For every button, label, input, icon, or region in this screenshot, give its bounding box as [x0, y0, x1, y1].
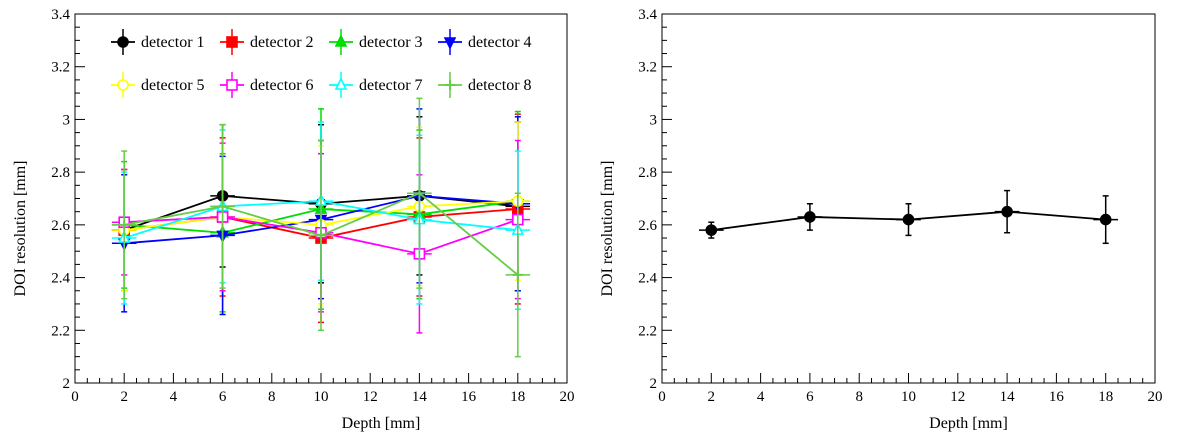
- legend-item: detector 4: [438, 29, 532, 55]
- legend-label: detector 5: [141, 77, 205, 94]
- data-point: [414, 188, 425, 199]
- data-point: [512, 269, 523, 280]
- legend-label: detector 8: [468, 77, 532, 94]
- chart-panel-left: 0 2 4 6 8 10 12 14 16 18 2022.22.42.62.833.23.4Dep…: [12, 7, 575, 432]
- x-tick-label: 12: [363, 389, 378, 405]
- y-tick-label: 3: [63, 112, 71, 128]
- x-tick-label: 14: [1000, 389, 1016, 405]
- x-tick-label: 8: [855, 389, 863, 405]
- legend-marker: [117, 79, 129, 91]
- series: [111, 97, 531, 358]
- y-tick-label: 2.4: [51, 271, 70, 287]
- data-point: [316, 230, 326, 241]
- legend: detector 1 detector 2 detector 3 detector 4…: [111, 29, 532, 98]
- y-tick-label: 2.6: [638, 218, 657, 234]
- x-tick-label: 14: [412, 389, 428, 405]
- data-point: [902, 213, 915, 226]
- x-tick-label: 0: [71, 389, 79, 405]
- legend-label: detector 2: [250, 34, 314, 51]
- x-tick-label: 6: [806, 389, 814, 405]
- legend-marker: [117, 36, 129, 48]
- chart-panel-right: 0 2 4 6 8 10 12 14 16 18 2022.22.42.62.833.23.4Dep…: [599, 7, 1163, 432]
- y-tick-label: 3.2: [51, 60, 70, 76]
- legend-item: detector 1: [111, 29, 205, 55]
- legend-label: detector 6: [250, 77, 314, 94]
- x-tick-label: 8: [268, 389, 276, 405]
- legend-label: detector 1: [141, 34, 205, 51]
- legend-label: detector 3: [359, 34, 423, 51]
- y-tick-label: 3.4: [638, 7, 657, 23]
- x-tick-label: 18: [510, 389, 525, 405]
- x-tick-label: 4: [757, 389, 765, 405]
- x-tick-label: 18: [1098, 389, 1113, 405]
- y-tick-label: 2.8: [638, 165, 657, 181]
- legend-marker: [443, 37, 457, 50]
- x-tick-label: 20: [1148, 389, 1163, 405]
- plot-frame: [661, 13, 1156, 384]
- data-point: [119, 219, 130, 230]
- legend-marker: [334, 77, 348, 90]
- data-point: [217, 201, 228, 212]
- data-point: [1001, 205, 1013, 218]
- legend-item: detector 5: [111, 72, 205, 98]
- legend-item: detector 3: [329, 29, 423, 55]
- legend-item: detector 6: [220, 72, 314, 98]
- data-point: [804, 211, 816, 223]
- x-tick-label: 6: [219, 389, 227, 405]
- legend-marker: [334, 34, 348, 47]
- data-point: [705, 224, 718, 236]
- y-tick-label: 3.2: [638, 60, 657, 76]
- legend-marker: [226, 36, 238, 48]
- x-axis-title: Depth [mm]: [929, 415, 1008, 432]
- legend-marker: [445, 80, 455, 90]
- legend-item: detector 7: [329, 72, 423, 98]
- x-tick-label: 20: [560, 389, 575, 405]
- y-tick-label: 2.8: [51, 165, 70, 181]
- y-tick-label: 2: [63, 376, 71, 392]
- x-tick-label: 2: [708, 389, 716, 405]
- y-tick-label: 2.2: [51, 323, 70, 339]
- y-tick-label: 3: [650, 112, 658, 128]
- legend-item: detector 2: [220, 29, 314, 55]
- y-axis-title: DOI resolution [mm]: [12, 161, 29, 297]
- x-tick-label: 4: [170, 389, 178, 405]
- x-tick-label: 10: [314, 389, 329, 405]
- x-tick-label: 2: [120, 389, 128, 405]
- legend-label: detector 4: [468, 34, 532, 51]
- y-tick-label: 2: [650, 376, 658, 392]
- x-tick-label: 10: [901, 389, 916, 405]
- y-axis-title: DOI resolution [mm]: [599, 161, 616, 297]
- x-tick-label: 16: [461, 389, 477, 405]
- legend-item: detector 8: [438, 72, 532, 98]
- legend-label: detector 7: [359, 77, 423, 94]
- data-point: [1099, 213, 1112, 226]
- y-tick-label: 3.4: [51, 7, 70, 23]
- y-tick-label: 2.6: [51, 218, 70, 234]
- x-axis-title: Depth [mm]: [342, 415, 421, 432]
- y-tick-label: 2.2: [638, 323, 657, 339]
- x-tick-label: 16: [1049, 389, 1065, 405]
- series: [698, 189, 1119, 245]
- legend-marker: [226, 79, 238, 91]
- y-tick-label: 2.4: [638, 271, 657, 287]
- x-tick-label: 0: [658, 389, 666, 405]
- x-tick-label: 12: [950, 389, 965, 405]
